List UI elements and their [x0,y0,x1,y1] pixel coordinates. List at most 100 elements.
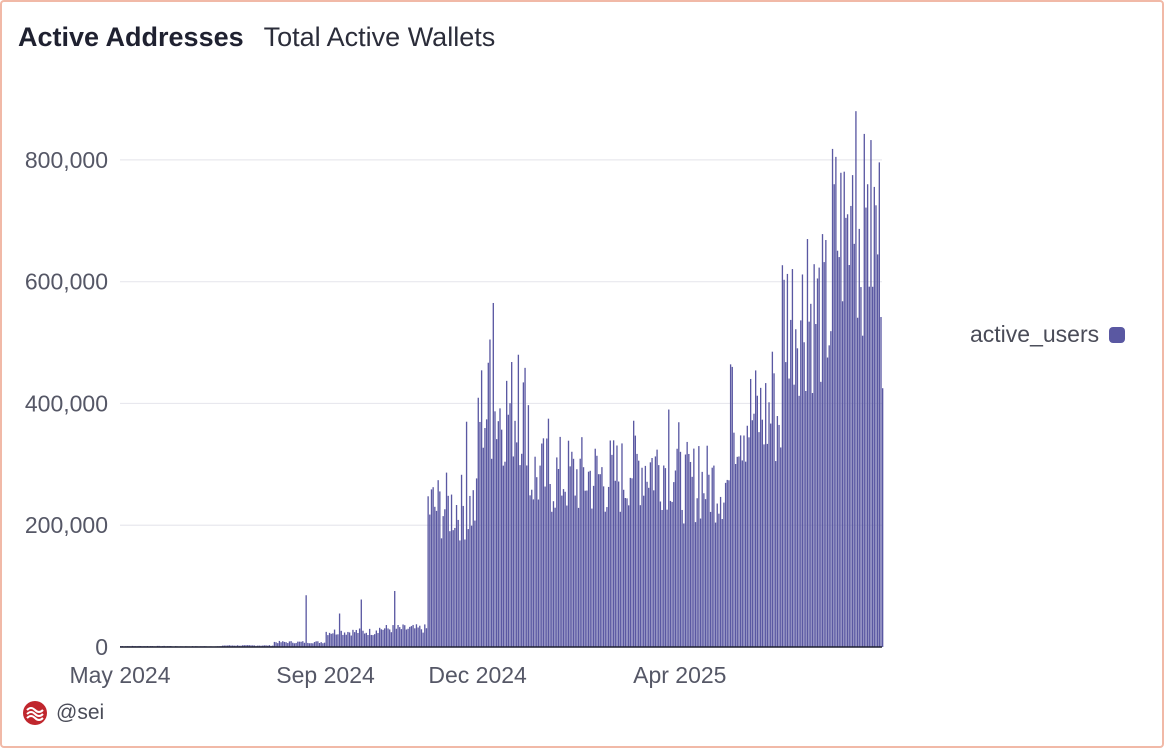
bar [633,420,635,647]
bar [726,479,728,647]
bar [796,348,799,647]
bar [628,505,630,647]
bar [713,465,715,647]
bar [871,286,874,647]
bar [798,395,800,647]
bar [327,635,329,647]
bar [664,468,667,647]
bar [579,458,581,647]
bar [793,384,795,647]
bar [636,453,638,647]
bar [756,395,758,647]
bar [380,629,383,647]
bar [856,317,859,647]
bar [542,438,545,647]
bar [328,632,331,647]
bar [846,214,849,647]
bar [442,516,444,647]
bar [688,453,690,647]
bar [399,627,401,647]
bar [571,451,573,647]
bar [332,633,334,647]
bar [718,513,720,647]
bar [638,460,640,647]
bar [592,485,595,647]
bar [511,362,513,647]
bar [785,362,787,647]
bar [263,645,266,647]
bar [841,301,844,647]
bar [384,628,386,647]
bar [459,540,461,647]
bar [828,345,830,647]
bar [338,613,341,647]
bar [658,465,660,647]
bar [602,486,605,647]
bar [435,510,438,647]
x-tick-label: Dec 2024 [428,662,527,688]
bar [280,642,282,647]
bar [325,631,327,647]
bar [487,362,489,647]
bar [552,501,555,647]
bar [815,324,817,647]
bar [878,162,880,647]
bar [644,465,647,647]
bar [643,495,645,647]
bar [385,625,388,647]
bar [751,420,753,647]
bar [714,522,717,647]
bar [873,186,875,647]
chart-title: Active Addresses [18,22,244,52]
bar [753,413,755,647]
bar [342,634,344,647]
bar [480,370,483,647]
bar [460,474,463,647]
bar [833,184,835,648]
bar [586,490,588,647]
bar [437,480,439,647]
bar [415,624,418,647]
bar [455,505,458,647]
bar [806,239,809,648]
bar [277,643,279,647]
bar [648,487,650,647]
bar [300,641,302,647]
x-tick-label: Sep 2024 [276,662,375,688]
bar [559,436,561,647]
bar [343,632,346,647]
bar [494,411,496,647]
bar [367,635,369,647]
bar [557,468,560,647]
bar [404,625,406,647]
bar [820,381,822,647]
bar [676,448,678,647]
bar [295,642,297,647]
bar [536,477,538,647]
bar [716,503,718,647]
bar [805,390,807,647]
bar [562,489,565,647]
bar [484,428,486,647]
legend[interactable]: active_users [970,321,1126,348]
bar [450,494,453,647]
bar [845,217,847,647]
bar [554,507,556,647]
bar [400,629,403,647]
bar [310,643,312,647]
bar [282,641,284,647]
bar [653,490,655,647]
bar [492,302,494,647]
bar [424,624,426,647]
bar [444,509,446,647]
bar [519,465,521,647]
bar [601,467,603,647]
bar [387,628,389,647]
bar [377,633,379,647]
bar [614,480,616,647]
bar [472,490,474,647]
bar [821,234,824,647]
bar [297,641,299,647]
bar [521,453,523,647]
bar [317,641,319,647]
